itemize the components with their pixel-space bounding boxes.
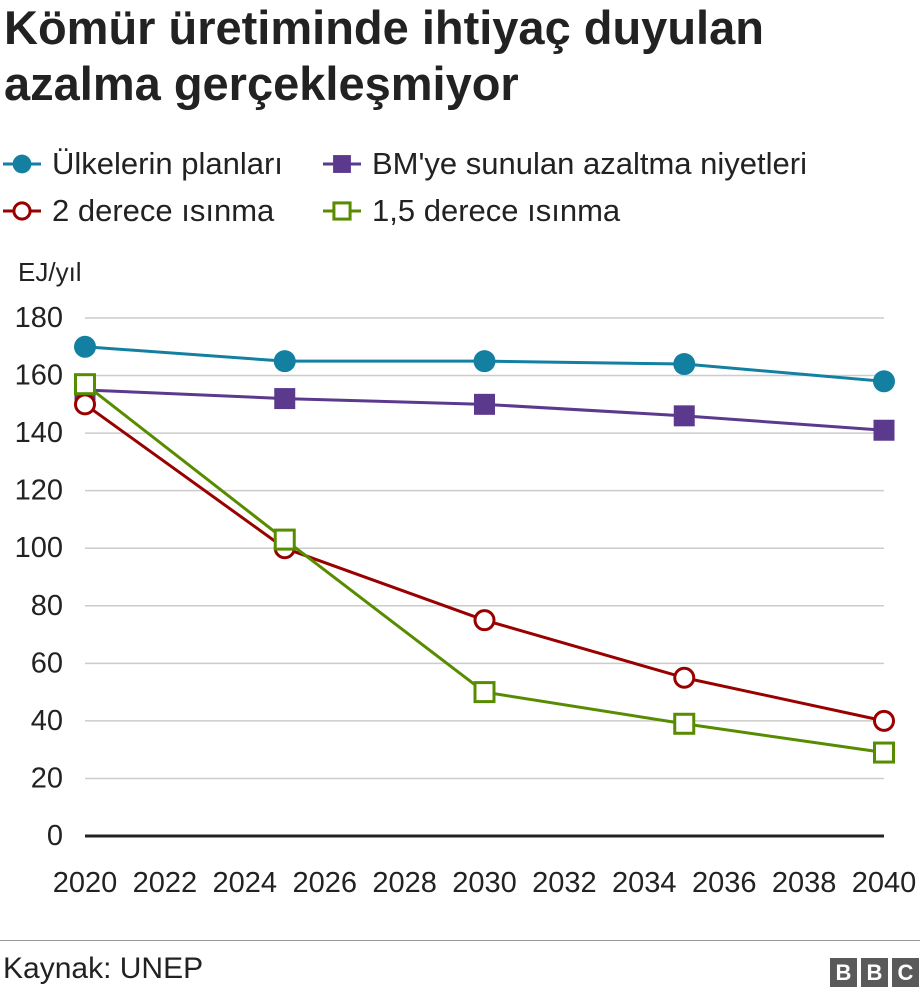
data-point: [473, 681, 496, 704]
y-tick-label: 180: [15, 302, 63, 334]
chart-title: Kömür üretiminde ihtiyaç duyulan azalma …: [4, 1, 764, 110]
series-1: [74, 335, 895, 393]
data-point: [273, 528, 296, 551]
data-point: [673, 353, 696, 376]
x-tick-label: 2026: [292, 867, 357, 899]
legend: Ülkelerin planları BM'ye sunulan azaltma…: [0, 140, 807, 234]
legend-swatch-teal-circle: [3, 154, 41, 173]
data-point: [74, 393, 96, 416]
bbc-logo: B B C: [830, 958, 919, 987]
y-tick-label: 60: [31, 647, 63, 679]
x-tick-label: 2038: [772, 867, 837, 899]
legend-item-1-5-degree: 1,5 derece ısınma: [320, 187, 807, 234]
y-axis-tick-labels: 0 20 40 60 80 100 120 140 160 180: [15, 302, 63, 852]
data-point: [74, 373, 96, 396]
x-tick-label: 2020: [53, 867, 118, 899]
x-axis-tick-labels: 2020 2022 2024 2026 2028 2030 2032 2034 2036 2038…: [53, 867, 917, 899]
footer-divider: [0, 940, 920, 941]
logo-letter-box: B: [830, 958, 857, 987]
y-tick-label: 40: [31, 705, 63, 737]
x-tick-label: 2032: [532, 867, 597, 899]
y-tick-label: 160: [15, 360, 63, 392]
y-tick-label: 80: [31, 590, 63, 622]
series-line: [84, 403, 885, 723]
data-point: [873, 741, 895, 764]
data-point: [274, 388, 296, 410]
legend-marker: [333, 154, 351, 173]
x-tick-label: 2028: [372, 867, 437, 899]
y-tick-label: 0: [47, 820, 63, 852]
x-tick-label: 2022: [133, 867, 198, 899]
data-point: [673, 405, 695, 427]
y-tick-label: 100: [15, 532, 63, 564]
series-2: [74, 379, 895, 441]
data-point: [74, 335, 96, 358]
data-point: [873, 419, 895, 441]
legend-label: BM'ye sunulan azaltma niyetleri: [372, 146, 807, 181]
data-point: [474, 393, 495, 415]
data-point: [273, 350, 296, 373]
y-axis-unit-label: EJ/yıl: [18, 257, 82, 287]
legend-swatch-purple-square: [323, 154, 361, 173]
legend-label: 1,5 derece ısınma: [372, 193, 621, 228]
y-tick-label: 140: [15, 417, 63, 449]
series-3: [74, 393, 895, 732]
x-tick-label: 2036: [692, 867, 757, 899]
gridlines: [85, 317, 884, 780]
series-group: [74, 335, 895, 764]
legend-label: Ülkelerin planları: [52, 146, 283, 181]
legend-item-un-pledges: BM'ye sunulan azaltma niyetleri: [320, 140, 807, 187]
legend-item-2-degree: 2 derece ısınma: [0, 187, 320, 234]
data-point: [473, 609, 496, 632]
logo-letter-box: C: [892, 958, 919, 987]
x-tick-label: 2040: [852, 867, 917, 899]
legend-label: 2 derece ısınma: [52, 193, 275, 228]
source-text: Kaynak: UNEP: [3, 952, 204, 985]
legend-item-countries-plans: Ülkelerin planları: [0, 140, 320, 187]
x-tick-label: 2030: [452, 867, 517, 899]
legend-marker: [12, 200, 32, 221]
logo-letter-box: B: [861, 958, 888, 987]
x-tick-label: 2034: [612, 867, 677, 899]
legend-swatch-green-open-square: [323, 200, 361, 221]
data-point: [873, 370, 895, 393]
y-tick-label: 120: [15, 475, 63, 507]
data-point: [473, 350, 496, 373]
y-tick-label: 20: [31, 762, 63, 794]
legend-marker: [12, 154, 32, 173]
series-4: [74, 373, 895, 764]
data-point: [673, 712, 696, 735]
x-tick-label: 2024: [213, 867, 278, 899]
legend-swatch-red-open-circle: [3, 200, 41, 221]
data-point: [673, 666, 696, 689]
data-point: [873, 709, 895, 732]
legend-marker: [332, 200, 352, 221]
